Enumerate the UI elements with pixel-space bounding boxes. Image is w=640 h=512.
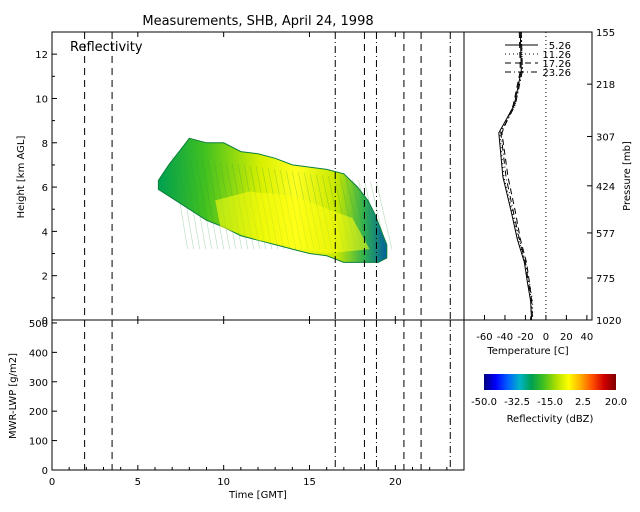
time-xtick-label: 15 — [303, 477, 316, 488]
refl-ytick-label: 10 — [35, 94, 48, 105]
reflectivity-streak — [376, 182, 393, 250]
pressure-ytick-label: 577 — [596, 229, 615, 240]
colorbar-label: Reflectivity (dBZ) — [507, 414, 594, 425]
reflectivity-streak — [171, 156, 188, 250]
temp-xtick-label: 20 — [560, 332, 573, 343]
lwp-ytick-label: 500 — [29, 319, 48, 330]
reflectivity-streak — [195, 159, 212, 250]
refl-ytick-label: 2 — [42, 272, 48, 283]
temp-xtick-label: 40 — [581, 332, 594, 343]
pressure-ytick-label: 155 — [596, 28, 615, 39]
pressure-ytick-label: 1020 — [596, 316, 621, 327]
lwp-ylabel: MWR-LWP [g/m2] — [8, 353, 19, 439]
refl-ytick-label: 6 — [42, 183, 48, 194]
time-xtick-label: 10 — [217, 477, 230, 488]
legend-label: 11.26 — [542, 50, 571, 61]
refl-ytick-label: 0 — [42, 316, 48, 327]
lwp-panel-frame — [51, 319, 465, 471]
temperature-profile-line — [498, 31, 533, 321]
colorbar-tick-label: -50.0 — [471, 397, 497, 408]
temperature-xlabel: Temperature [C] — [486, 346, 568, 357]
reflectivity-streak — [201, 159, 218, 250]
reflectivity-streak — [370, 181, 387, 250]
legend-label: 17.26 — [542, 59, 571, 70]
temperature-profile-line — [499, 31, 534, 320]
pressure-ytick-label: 218 — [596, 80, 615, 91]
reflectivity-streak — [189, 158, 206, 250]
pressure-ytick-label: 775 — [596, 274, 615, 285]
temperature-profile-line — [501, 31, 533, 321]
lwp-ytick-label: 400 — [29, 348, 48, 359]
reflectivity-streak — [177, 156, 194, 250]
refl-ytick-label: 8 — [42, 139, 48, 150]
time-xlabel: Time [GMT] — [228, 490, 287, 501]
temp-xtick-label: 0 — [543, 332, 549, 343]
colorbar-tick-label: -15.0 — [537, 397, 563, 408]
temp-xtick-label: -60 — [476, 332, 492, 343]
temperature-panel-frame — [463, 31, 593, 321]
reflectivity-streak — [183, 157, 200, 250]
reflectivity-ylabel: Height [km AGL] — [16, 136, 27, 219]
time-xtick-label: 20 — [389, 477, 402, 488]
reflectivity-streak — [207, 160, 224, 250]
reflectivity-streak — [358, 180, 375, 250]
time-xtick-label: 0 — [49, 477, 55, 488]
temp-xtick-label: -20 — [517, 332, 533, 343]
temperature-profile-line — [500, 31, 534, 321]
legend-label: 5.26 — [549, 41, 571, 52]
colorbar — [484, 374, 616, 390]
reflectivity-core — [215, 191, 370, 254]
pressure-ytick-label: 424 — [596, 182, 615, 193]
lwp-ytick-label: 0 — [42, 466, 48, 477]
refl-ytick-label: 4 — [42, 227, 48, 238]
colorbar-tick-label: -32.5 — [504, 397, 530, 408]
chart-title: Measurements, SHB, April 24, 1998 — [142, 14, 373, 29]
lwp-ytick-label: 300 — [29, 378, 48, 389]
refl-ytick-label: 12 — [35, 50, 48, 61]
lwp-ytick-label: 100 — [29, 437, 48, 448]
lwp-ytick-label: 200 — [29, 407, 48, 418]
reflectivity-streak — [364, 180, 381, 250]
temp-xtick-label: -40 — [497, 332, 513, 343]
pressure-ylabel: Pressure [mb] — [622, 141, 633, 211]
colorbar-tick-label: 2.5 — [575, 397, 591, 408]
pressure-ytick-label: 307 — [596, 132, 615, 143]
time-xtick-label: 5 — [135, 477, 141, 488]
legend-label: 23.26 — [542, 68, 571, 79]
reflectivity-panel-label: Reflectivity — [70, 40, 143, 55]
reflectivity-streak — [352, 179, 369, 250]
colorbar-tick-label: 20.0 — [605, 397, 627, 408]
